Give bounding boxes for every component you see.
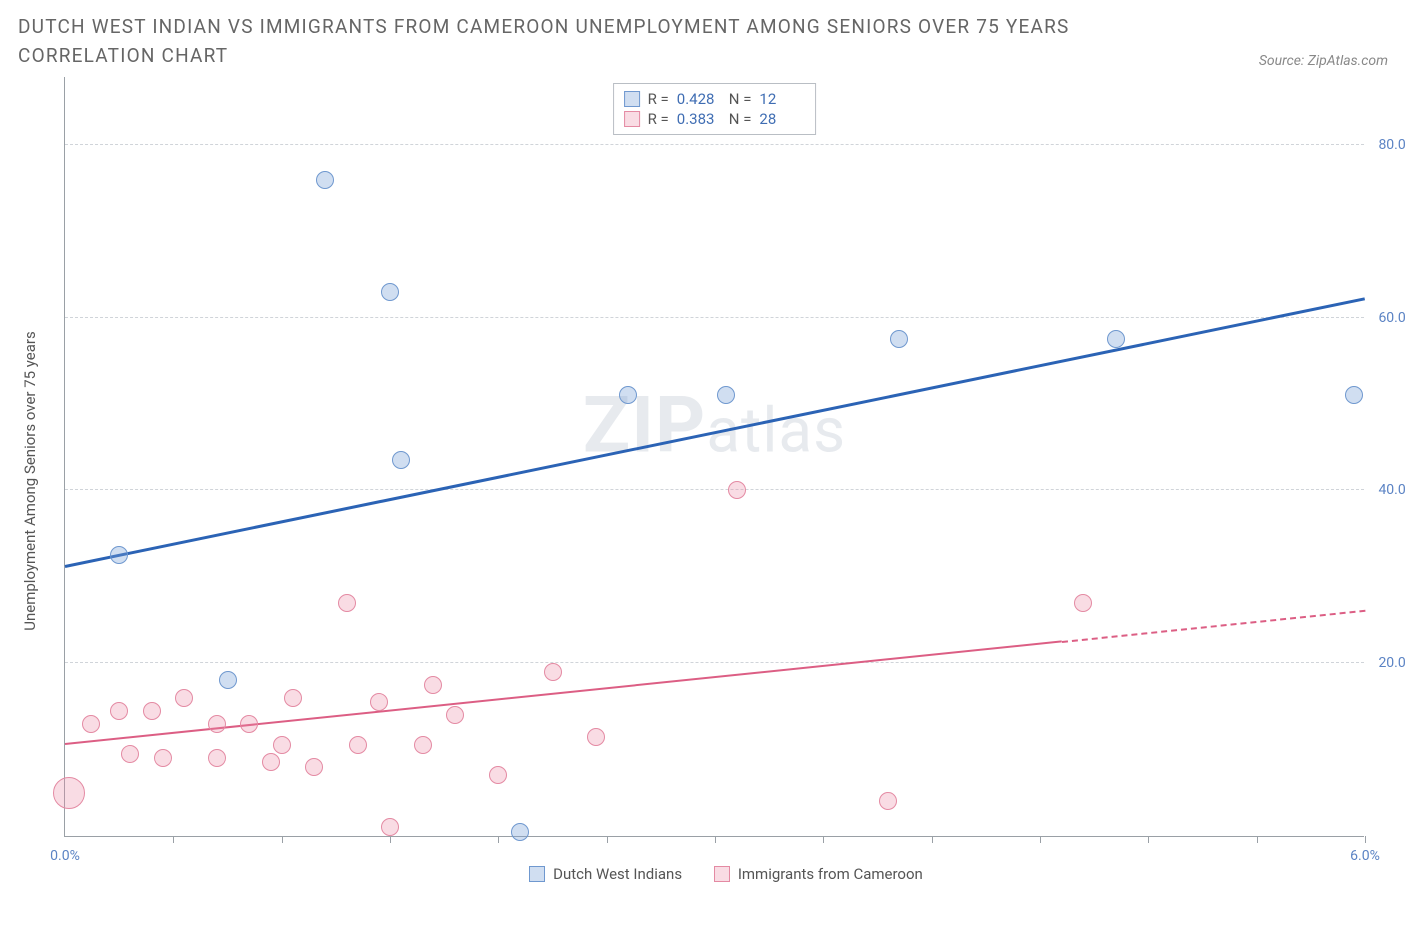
data-point <box>446 706 464 724</box>
x-tick <box>173 836 174 843</box>
swatch-series-a <box>529 866 545 882</box>
y-tick-label: 20.0% <box>1378 655 1406 671</box>
data-point <box>717 386 735 404</box>
data-point <box>1345 386 1363 404</box>
x-tick <box>1365 836 1366 843</box>
stat-r-value-a: 0.428 <box>677 89 721 109</box>
x-tick <box>932 836 933 843</box>
data-point <box>392 451 410 469</box>
y-tick-label: 60.0% <box>1378 310 1406 326</box>
x-tick <box>390 836 391 843</box>
data-point <box>154 749 172 767</box>
data-point <box>370 693 388 711</box>
data-point <box>544 663 562 681</box>
stat-n-value-b: 28 <box>759 109 803 129</box>
x-tick <box>282 836 283 843</box>
chart-area: Unemployment Among Seniors over 75 years… <box>64 77 1388 886</box>
data-point <box>619 386 637 404</box>
stats-row-series-b: R = 0.383 N = 28 <box>624 109 804 129</box>
source-credit: Source: ZipAtlas.com <box>1259 53 1388 71</box>
data-point <box>1107 330 1125 348</box>
data-point <box>338 594 356 612</box>
x-tick <box>1040 836 1041 843</box>
stat-r-label: R = <box>648 109 669 129</box>
data-point <box>728 481 746 499</box>
x-tick <box>1148 836 1149 843</box>
data-point <box>110 702 128 720</box>
legend-label-b: Immigrants from Cameroon <box>738 865 923 883</box>
y-axis-title: Unemployment Among Seniors over 75 years <box>21 332 39 631</box>
stat-r-label: R = <box>648 89 669 109</box>
data-point <box>219 671 237 689</box>
data-point <box>143 702 161 720</box>
data-point <box>175 689 193 707</box>
data-point <box>424 676 442 694</box>
x-tick-label: 6.0% <box>1350 848 1380 864</box>
data-point <box>489 766 507 784</box>
data-point <box>879 792 897 810</box>
data-point <box>208 715 226 733</box>
chart-title: DUTCH WEST INDIAN VS IMMIGRANTS FROM CAM… <box>18 12 1118 71</box>
legend-label-a: Dutch West Indians <box>553 865 682 883</box>
data-point <box>262 753 280 771</box>
watermark-zip: ZIP <box>583 381 706 472</box>
y-tick-label: 40.0% <box>1378 482 1406 498</box>
trend-line <box>65 297 1366 568</box>
x-tick <box>1257 836 1258 843</box>
data-point <box>511 823 529 841</box>
data-point <box>284 689 302 707</box>
gridline <box>65 144 1364 145</box>
legend-item-series-b: Immigrants from Cameroon <box>714 865 923 883</box>
stat-r-value-b: 0.383 <box>677 109 721 129</box>
stat-n-label: N = <box>729 109 752 129</box>
stats-row-series-a: R = 0.428 N = 12 <box>624 89 804 109</box>
source-prefix: Source: <box>1259 53 1308 69</box>
data-point <box>121 745 139 763</box>
data-point <box>53 777 85 809</box>
stat-n-label: N = <box>729 89 752 109</box>
data-point <box>349 736 367 754</box>
swatch-series-a <box>624 91 640 107</box>
x-tick <box>607 836 608 843</box>
data-point <box>110 546 128 564</box>
x-tick <box>715 836 716 843</box>
data-point <box>82 715 100 733</box>
scatter-plot: R = 0.428 N = 12 R = 0.383 N = 28 ZIPatl… <box>64 77 1364 837</box>
swatch-series-b <box>714 866 730 882</box>
x-tick <box>498 836 499 843</box>
swatch-series-b <box>624 111 640 127</box>
source-name: ZipAtlas.com <box>1308 53 1388 69</box>
data-point <box>305 758 323 776</box>
stat-n-value-a: 12 <box>759 89 803 109</box>
data-point <box>240 715 258 733</box>
data-point <box>208 749 226 767</box>
data-point <box>414 736 432 754</box>
gridline <box>65 662 1364 663</box>
data-point <box>587 728 605 746</box>
x-tick <box>823 836 824 843</box>
stats-legend: R = 0.428 N = 12 R = 0.383 N = 28 <box>613 83 817 136</box>
y-tick-label: 80.0% <box>1378 137 1406 153</box>
data-point <box>316 171 334 189</box>
series-legend: Dutch West Indians Immigrants from Camer… <box>64 865 1388 886</box>
data-point <box>1074 594 1092 612</box>
gridline <box>65 489 1364 490</box>
trend-line <box>1062 609 1366 642</box>
data-point <box>381 283 399 301</box>
data-point <box>890 330 908 348</box>
data-point <box>381 818 399 836</box>
header: DUTCH WEST INDIAN VS IMMIGRANTS FROM CAM… <box>18 12 1388 71</box>
legend-item-series-a: Dutch West Indians <box>529 865 682 883</box>
x-tick-label: 0.0% <box>50 848 80 864</box>
data-point <box>273 736 291 754</box>
gridline <box>65 317 1364 318</box>
